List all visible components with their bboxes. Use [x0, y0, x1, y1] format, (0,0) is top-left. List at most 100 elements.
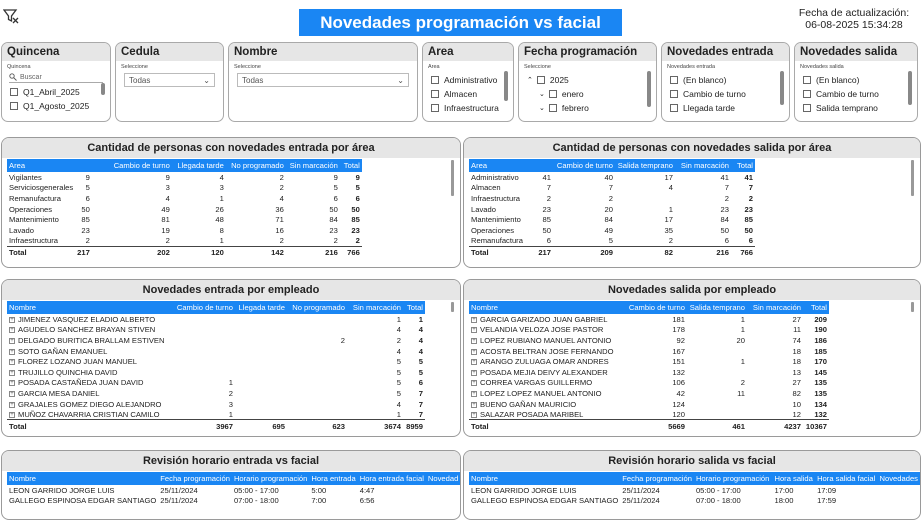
scrollbar[interactable] [908, 71, 912, 105]
tree-option-month[interactable]: ⌄ febrero [539, 103, 589, 113]
slicer-option[interactable]: Administrativo [423, 73, 513, 87]
table-row[interactable]: LEON GARRIDO JORGE LUIS 25/11/2024 05:00 -… [7, 485, 460, 496]
col-header[interactable]: Cambio de turno [171, 301, 235, 314]
table-row[interactable]: GALLEGO ESPINOSA EDGAR SANTIAGO 25/11/202… [7, 496, 460, 507]
table-row[interactable]: + GARCIA MESA DANIEL 2 5 7 [7, 388, 425, 399]
col-header[interactable]: Hora salida facial [815, 472, 878, 485]
expand-icon[interactable]: + [471, 369, 477, 376]
table-row[interactable]: + VELANDIA VELOZA JOSE PASTOR 178 1 11 190 [469, 325, 829, 336]
table-row[interactable]: + AGUDELO SANCHEZ BRAYAN STIVEN 4 4 [7, 325, 425, 336]
search-input[interactable]: Buscar [9, 72, 103, 83]
expand-icon[interactable]: + [9, 359, 15, 366]
scrollbar[interactable] [101, 83, 105, 95]
table-row[interactable]: Vigilantes 9 9 4 2 9 9 [7, 172, 362, 183]
slicer-novedades-entrada[interactable]: Novedades entrada Novedades entrada (En … [661, 42, 790, 122]
table-row[interactable]: Mantenimiento 85 81 48 71 84 85 [7, 214, 362, 225]
table-row[interactable]: LEON GARRIDO JORGE LUIS 25/11/2024 05:00 -… [469, 485, 920, 496]
col-header[interactable]: Sin marcación [675, 159, 731, 172]
col-header[interactable]: Sin marcación [347, 301, 403, 314]
col-header[interactable]: Sin marcación [285, 159, 340, 172]
table-row[interactable]: + POSADA MEJIA DEIVY ALEXANDER 132 13 145 [469, 367, 829, 378]
table-row[interactable]: Infraestructura 2 2 1 2 2 2 [7, 236, 362, 247]
expand-icon[interactable]: + [9, 327, 15, 334]
col-header[interactable]: Horario programación [693, 472, 773, 485]
table-row[interactable]: + CORREA VARGAS GUILLERMO 106 2 27 135 [469, 378, 829, 389]
col-header[interactable]: Nombre [7, 472, 159, 485]
expand-icon[interactable]: + [9, 401, 15, 408]
expand-icon[interactable]: + [471, 348, 477, 355]
col-header[interactable]: Nombre [469, 301, 619, 314]
slicer-option[interactable]: (En blanco) [662, 73, 789, 87]
slicer-option[interactable]: Almacen [423, 87, 513, 101]
table-row[interactable]: + LOPEZ RUBIANO MANUEL ANTONIO 92 20 74 186 [469, 335, 829, 346]
col-header[interactable]: Area [469, 159, 531, 172]
scrollbar[interactable] [451, 160, 454, 196]
col-header[interactable]: Horario programación [231, 472, 310, 485]
col-header[interactable]: No programado [225, 159, 286, 172]
tree-option-month[interactable]: ⌄ enero [539, 89, 584, 99]
expand-icon[interactable]: + [471, 359, 477, 366]
col-header[interactable]: Fecha programación [620, 472, 694, 485]
col-header[interactable]: Llegada tarde [171, 159, 226, 172]
col-header[interactable]: Novedad [425, 472, 460, 485]
expand-icon[interactable]: + [9, 390, 15, 397]
slicer-cedula[interactable]: Cedula Seleccione Todas ⌄ [115, 42, 224, 122]
col-header[interactable]: Salida temprano [687, 301, 747, 314]
slicer-nombre[interactable]: Nombre Seleccione Todas ⌄ [228, 42, 418, 122]
slicer-fecha[interactable]: Fecha programación Seleccione ⌃ 2025 ⌄ ene… [518, 42, 657, 122]
scrollbar[interactable] [780, 71, 784, 105]
table-row[interactable]: Mantenimiento 85 84 17 84 85 [469, 214, 755, 225]
col-header[interactable]: Total [803, 301, 829, 314]
expand-icon[interactable]: + [9, 369, 15, 376]
table-row[interactable]: Lavado 23 19 8 16 23 23 [7, 225, 362, 236]
col-header[interactable]: Sin marcación [747, 301, 803, 314]
scrollbar[interactable] [911, 302, 914, 312]
expand-icon[interactable]: + [471, 401, 477, 408]
scrollbar[interactable] [504, 71, 508, 101]
table-row[interactable]: Almacen 7 7 4 7 7 [469, 183, 755, 194]
table-row[interactable]: Lavado 23 20 1 23 23 [469, 204, 755, 215]
slicer-option[interactable]: Infraestructura [423, 101, 513, 115]
expand-icon[interactable]: + [471, 327, 477, 334]
slicer-quincena[interactable]: Quincena Quincena Buscar Q1_Abril_2025 Q… [1, 42, 111, 122]
table-row[interactable]: + GARCIA GARIZADO JUAN GABRIEL 181 1 27 209 [469, 314, 829, 325]
expand-icon[interactable]: + [9, 348, 15, 355]
col-header[interactable]: Nombre [469, 472, 621, 485]
table-row[interactable]: + SOTO GAÑAN EMANUEL 4 4 [7, 346, 425, 357]
slicer-option[interactable]: Cambio de turno [662, 87, 789, 101]
tree-option-year[interactable]: ⌃ 2025 [527, 75, 569, 85]
nombre-dropdown[interactable]: Todas ⌄ [237, 73, 409, 87]
clear-filter-icon[interactable] [3, 8, 19, 24]
slicer-option[interactable]: Llegada tarde [662, 101, 789, 115]
expand-icon[interactable]: + [471, 316, 477, 323]
table-row[interactable]: Administrativo 41 40 17 41 41 [469, 172, 755, 183]
table-row[interactable]: + BUENO GAÑAN MAURICIO 124 10 134 [469, 399, 829, 410]
col-header[interactable]: Cambio de turno [91, 159, 172, 172]
col-header[interactable]: Salida temprano [615, 159, 675, 172]
col-header[interactable]: Novedades [877, 472, 920, 485]
table-row[interactable]: GALLEGO ESPINOSA EDGAR SANTIAGO 25/11/202… [469, 496, 920, 507]
col-header[interactable]: Hora entrada facial [357, 472, 426, 485]
table-row[interactable]: + LOPEZ LOPEZ MANUEL ANTONIO 42 11 82 135 [469, 388, 829, 399]
col-header[interactable]: Total [731, 159, 755, 172]
col-header[interactable]: Total [403, 301, 425, 314]
table-row[interactable]: + FLOREZ LOZANO JUAN MANUEL 5 5 [7, 356, 425, 367]
table-row[interactable]: + GRAJALES GOMEZ DIEGO ALEJANDRO 3 4 7 [7, 399, 425, 410]
slicer-area[interactable]: Area Area Administrativo Almacen Infraes… [422, 42, 514, 122]
table-row[interactable]: + TRUJILLO QUINCHIA DAVID 5 5 [7, 367, 425, 378]
col-header[interactable]: Llegada tarde [235, 301, 287, 314]
table-row[interactable]: + POSADA CASTAÑEDA JUAN DAVID 1 5 6 [7, 378, 425, 389]
col-header[interactable]: Cambio de turno [553, 159, 615, 172]
expand-icon[interactable]: + [471, 411, 477, 418]
slicer-option[interactable]: (En blanco) [795, 73, 917, 87]
scrollbar[interactable] [647, 71, 651, 107]
col-header[interactable]: No programado [287, 301, 347, 314]
expand-icon[interactable]: + [9, 380, 15, 387]
col-header[interactable]: Total [339, 159, 362, 172]
slicer-novedades-salida[interactable]: Novedades salida Novedades salida (En bl… [794, 42, 918, 122]
table-row[interactable]: Serviciosgenerales 5 3 3 2 5 5 [7, 183, 362, 194]
table-row[interactable]: + SALAZAR POSADA MARIBEL 120 12 132 [469, 409, 829, 420]
expand-icon[interactable]: + [471, 390, 477, 397]
slicer-option[interactable]: Q1_Abril_2025 [2, 85, 110, 99]
col-header[interactable]: Hora entrada [309, 472, 358, 485]
